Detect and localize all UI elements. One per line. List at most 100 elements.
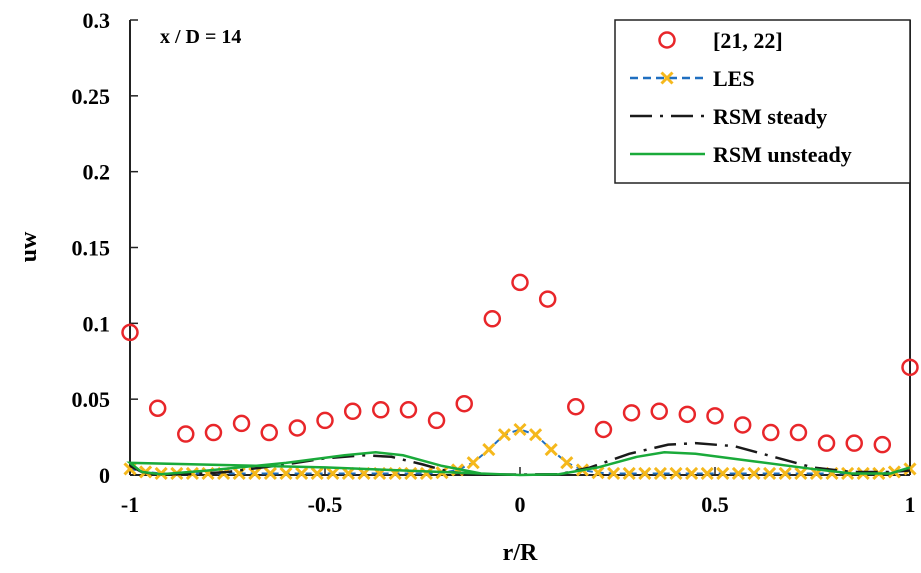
les-point: [326, 466, 340, 481]
legend-marker-circle: [658, 31, 676, 49]
y-tick-label: 0: [99, 463, 110, 488]
reference-data-point: [901, 358, 919, 377]
reference-data-point: [177, 425, 195, 443]
reference-data-point: [762, 423, 780, 442]
reference-data-point: [733, 416, 752, 434]
les-point: [638, 466, 652, 481]
les-point: [513, 422, 527, 437]
y-tick-label: 0.15: [72, 236, 111, 261]
x-marker-stroke: [544, 442, 558, 457]
x-marker-stroke: [731, 466, 745, 481]
x-marker-stroke: [482, 442, 496, 457]
y-tick-label: 0.2: [83, 160, 111, 185]
x-marker-stroke: [529, 428, 543, 442]
x-marker-stroke: [700, 466, 714, 481]
x-marker-stroke: [185, 466, 199, 481]
les-point: [263, 466, 277, 481]
x-axis-label: r/R: [503, 540, 538, 566]
legend-label: RSM unsteady: [713, 142, 852, 167]
les-point: [685, 466, 699, 481]
x-marker-stroke: [607, 466, 621, 481]
les-point: [497, 428, 511, 442]
reference-data-point: [817, 434, 836, 452]
rsm-unsteady-line: [126, 450, 911, 477]
x-marker-stroke: [248, 466, 262, 481]
x-tick-label: -1: [121, 492, 139, 517]
reference-data-point: [650, 402, 668, 421]
y-tick-label: 0.05: [72, 387, 111, 412]
x-marker-stroke: [638, 466, 652, 481]
x-marker-stroke: [263, 466, 277, 481]
reference-data-point: [204, 423, 223, 442]
reference-data-point: [399, 401, 418, 419]
x-marker-stroke: [466, 456, 480, 470]
x-marker-stroke: [591, 466, 605, 480]
annotation: x / D = 14: [160, 26, 241, 48]
les-point: [669, 466, 683, 481]
x-marker-stroke: [653, 466, 667, 481]
les-point: [310, 466, 324, 481]
reference-data-point: [706, 407, 724, 425]
reference-data-point: [288, 419, 307, 437]
les-point: [529, 428, 543, 442]
reference-data-point: [567, 398, 585, 416]
les-point: [419, 466, 433, 481]
x-marker-stroke: [295, 466, 309, 481]
x-marker-stroke: [513, 422, 527, 437]
reference-data-point: [678, 405, 697, 424]
les-point: [778, 466, 792, 481]
x-marker-stroke: [747, 466, 761, 481]
legend-marker-x: [660, 71, 674, 85]
reference-data-point: [873, 435, 892, 454]
legend: [21, 22] LES RSM steady RSM unsteady: [614, 19, 911, 184]
x-marker-stroke: [419, 466, 433, 481]
reference-data-point: [622, 404, 641, 422]
reference-data-point: [148, 399, 167, 418]
x-tick-label: 1: [905, 492, 916, 517]
x-tick-label: 0.5: [701, 492, 729, 517]
y-tick-label: 0.25: [72, 84, 111, 109]
les-point: [607, 466, 621, 481]
x-marker-stroke: [660, 71, 674, 85]
les-point: [731, 466, 745, 481]
les-point: [482, 442, 496, 457]
reference-data-point: [845, 434, 863, 452]
reference-data-point: [316, 411, 334, 430]
reference-data-point: [594, 420, 613, 439]
y-axis-label: uw: [16, 231, 42, 262]
reference-data-point: [372, 401, 390, 419]
legend-label: LES: [713, 66, 755, 91]
les-point: [716, 466, 730, 481]
y-tick-label: 0.3: [83, 8, 111, 33]
x-marker-stroke: [560, 456, 574, 470]
x-marker-stroke: [326, 466, 340, 481]
x-marker-stroke: [279, 466, 293, 481]
reference-data-point: [232, 414, 251, 433]
axes: 0 0.05 0.1 0.15 0.2 0.25 0.3 -1 -0.5 0 0.5 1: [72, 8, 916, 517]
legend-label: RSM steady: [713, 104, 827, 129]
les-point: [747, 466, 761, 481]
x-marker-stroke: [778, 466, 792, 481]
reference-data-point: [789, 423, 808, 442]
reference-data-point: [427, 411, 446, 430]
reference-data-point: [260, 423, 278, 442]
les-point: [653, 466, 667, 481]
les-point: [700, 466, 714, 481]
les-point: [763, 466, 777, 481]
les-point: [279, 466, 293, 481]
x-marker-stroke: [763, 466, 777, 481]
x-marker-stroke: [669, 466, 683, 481]
les-point: [794, 466, 808, 481]
les-point: [295, 466, 309, 481]
les-point: [466, 456, 480, 470]
x-marker-stroke: [497, 428, 511, 442]
reference-data-point: [343, 402, 362, 421]
plot-area: [121, 273, 919, 481]
les-point: [248, 466, 262, 481]
x-marker-stroke: [310, 466, 324, 481]
x-marker-stroke: [794, 466, 808, 481]
les-point: [341, 466, 355, 481]
reference-data-point: [483, 310, 502, 328]
x-tick-label: -0.5: [308, 492, 343, 517]
